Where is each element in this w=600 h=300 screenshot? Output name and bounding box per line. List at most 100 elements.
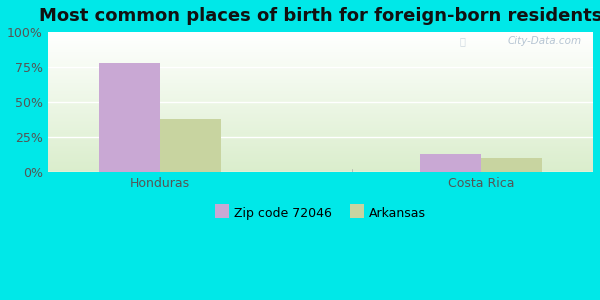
Bar	[47, 159, 593, 160]
Bar	[47, 47, 593, 48]
Bar	[47, 63, 593, 64]
Bar	[47, 76, 593, 77]
Bar	[47, 121, 593, 122]
Bar	[47, 43, 593, 44]
Bar	[47, 144, 593, 145]
Bar	[47, 155, 593, 156]
Bar	[47, 169, 593, 170]
Bar	[420, 154, 481, 172]
Bar	[47, 60, 593, 61]
Bar	[47, 33, 593, 34]
Bar	[47, 168, 593, 169]
Bar	[47, 119, 593, 120]
Bar	[47, 147, 593, 148]
Bar	[47, 32, 593, 33]
Bar	[47, 56, 593, 57]
Bar	[47, 36, 593, 37]
Bar	[47, 39, 593, 40]
Bar	[47, 61, 593, 62]
Bar	[47, 157, 593, 158]
Bar	[47, 38, 593, 39]
Bar	[47, 41, 593, 42]
Bar	[47, 64, 593, 65]
Bar	[47, 89, 593, 90]
Bar	[47, 110, 593, 111]
Bar	[47, 142, 593, 143]
Bar	[47, 135, 593, 136]
Bar	[47, 52, 593, 53]
Bar	[47, 54, 593, 55]
Bar	[47, 87, 593, 88]
Bar	[47, 46, 593, 47]
Bar	[47, 123, 593, 124]
Bar	[47, 66, 593, 67]
Bar	[47, 145, 593, 146]
Bar	[47, 85, 593, 86]
Bar	[47, 80, 593, 81]
Bar	[47, 152, 593, 153]
Bar	[47, 113, 593, 114]
Bar	[47, 167, 593, 168]
Bar	[47, 143, 593, 144]
Bar	[47, 58, 593, 59]
Bar	[47, 101, 593, 102]
Bar	[47, 161, 593, 162]
Bar	[47, 118, 593, 119]
Bar	[47, 125, 593, 126]
Bar	[47, 137, 593, 138]
Bar	[47, 48, 593, 49]
Bar	[47, 105, 593, 106]
Bar	[47, 88, 593, 89]
Bar	[47, 102, 593, 103]
Bar	[47, 73, 593, 74]
Bar	[47, 171, 593, 172]
Bar	[47, 67, 593, 68]
Bar	[47, 98, 593, 99]
Bar	[47, 130, 593, 131]
Bar	[47, 57, 593, 58]
Bar	[99, 63, 160, 172]
Bar	[47, 136, 593, 137]
Bar	[47, 165, 593, 166]
Bar	[47, 104, 593, 105]
Bar	[47, 106, 593, 107]
Bar	[47, 44, 593, 45]
Bar	[47, 163, 593, 164]
Text: 🔍: 🔍	[460, 36, 466, 46]
Bar	[47, 86, 593, 87]
Bar	[47, 108, 593, 109]
Legend: Zip code 72046, Arkansas: Zip code 72046, Arkansas	[210, 202, 431, 225]
Bar	[47, 120, 593, 121]
Bar	[47, 107, 593, 108]
Bar	[47, 45, 593, 46]
Bar	[47, 148, 593, 149]
Bar	[47, 117, 593, 118]
Bar	[47, 139, 593, 140]
Bar	[47, 55, 593, 56]
Bar	[47, 81, 593, 82]
Bar	[47, 170, 593, 171]
Bar	[47, 124, 593, 125]
Bar	[47, 96, 593, 97]
Bar	[47, 40, 593, 41]
Bar	[47, 158, 593, 159]
Bar	[47, 92, 593, 93]
Bar	[47, 140, 593, 141]
Bar	[47, 138, 593, 139]
Bar	[47, 70, 593, 71]
Bar	[47, 50, 593, 51]
Bar	[47, 141, 593, 142]
Bar	[47, 77, 593, 78]
Bar	[47, 75, 593, 76]
Bar	[47, 128, 593, 129]
Bar	[47, 160, 593, 161]
Bar	[47, 62, 593, 63]
Bar	[47, 95, 593, 96]
Bar	[47, 59, 593, 60]
Bar	[47, 149, 593, 150]
Bar	[47, 72, 593, 73]
Bar	[47, 132, 593, 133]
Bar	[47, 65, 593, 66]
Bar	[47, 146, 593, 147]
Text: City-Data.com: City-Data.com	[508, 36, 582, 46]
